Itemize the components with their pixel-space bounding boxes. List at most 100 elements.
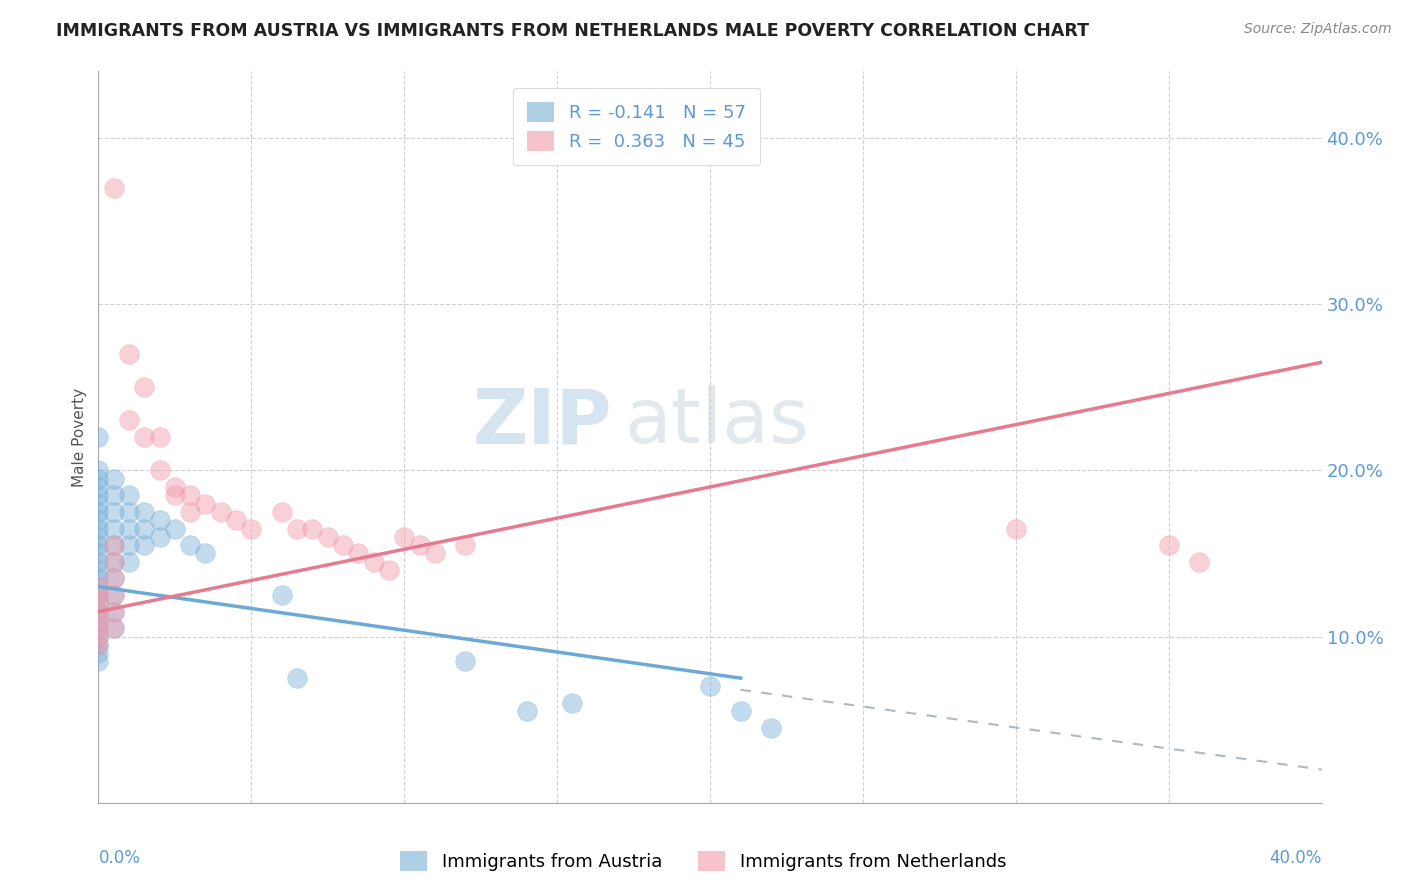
Point xyxy=(87,571,110,585)
Point xyxy=(1004,521,1026,535)
Point xyxy=(87,555,110,569)
Point xyxy=(163,488,186,502)
Point xyxy=(87,588,110,602)
Point xyxy=(87,538,110,552)
Point xyxy=(87,580,110,594)
Text: IMMIGRANTS FROM AUSTRIA VS IMMIGRANTS FROM NETHERLANDS MALE POVERTY CORRELATION : IMMIGRANTS FROM AUSTRIA VS IMMIGRANTS FR… xyxy=(56,22,1090,40)
Point xyxy=(103,521,125,535)
Point xyxy=(103,605,125,619)
Point xyxy=(194,497,217,511)
Point xyxy=(163,480,186,494)
Point xyxy=(87,605,110,619)
Point xyxy=(699,680,721,694)
Point xyxy=(87,497,110,511)
Point xyxy=(87,563,110,577)
Point xyxy=(347,546,370,560)
Point xyxy=(87,546,110,560)
Point xyxy=(225,513,247,527)
Point xyxy=(103,621,125,635)
Point xyxy=(103,538,125,552)
Point xyxy=(87,646,110,660)
Point xyxy=(87,580,110,594)
Point xyxy=(87,621,110,635)
Point xyxy=(134,538,156,552)
Point xyxy=(1188,555,1211,569)
Point xyxy=(87,505,110,519)
Legend: R = -0.141   N = 57, R =  0.363   N = 45: R = -0.141 N = 57, R = 0.363 N = 45 xyxy=(513,87,761,165)
Point xyxy=(103,605,125,619)
Point xyxy=(149,513,172,527)
Point xyxy=(134,521,156,535)
Point xyxy=(285,521,308,535)
Point xyxy=(118,505,141,519)
Point xyxy=(87,472,110,486)
Point xyxy=(270,588,292,602)
Point xyxy=(118,538,141,552)
Point xyxy=(103,588,125,602)
Point xyxy=(87,463,110,477)
Point xyxy=(87,655,110,669)
Point xyxy=(118,347,141,361)
Point xyxy=(103,555,125,569)
Point xyxy=(103,538,125,552)
Point xyxy=(240,521,263,535)
Point xyxy=(516,705,538,719)
Text: 0.0%: 0.0% xyxy=(98,849,141,867)
Point xyxy=(103,621,125,635)
Point xyxy=(87,596,110,610)
Point xyxy=(103,571,125,585)
Point xyxy=(87,480,110,494)
Point xyxy=(363,555,385,569)
Point xyxy=(103,588,125,602)
Point xyxy=(134,505,156,519)
Point xyxy=(759,721,782,735)
Point xyxy=(285,671,308,685)
Point xyxy=(103,571,125,585)
Point xyxy=(118,413,141,427)
Point xyxy=(149,530,172,544)
Point xyxy=(87,621,110,635)
Point xyxy=(87,630,110,644)
Point xyxy=(87,513,110,527)
Point xyxy=(454,538,477,552)
Point xyxy=(1157,538,1180,552)
Point xyxy=(118,521,141,535)
Point xyxy=(87,638,110,652)
Text: ZIP: ZIP xyxy=(472,385,612,459)
Point xyxy=(454,655,477,669)
Point xyxy=(163,521,186,535)
Y-axis label: Male Poverty: Male Poverty xyxy=(72,387,87,487)
Text: Source: ZipAtlas.com: Source: ZipAtlas.com xyxy=(1244,22,1392,37)
Point xyxy=(87,613,110,627)
Point xyxy=(87,613,110,627)
Point xyxy=(209,505,232,519)
Point xyxy=(103,180,125,194)
Point xyxy=(134,380,156,394)
Point xyxy=(270,505,292,519)
Point xyxy=(179,505,201,519)
Point xyxy=(316,530,339,544)
Point xyxy=(87,530,110,544)
Point xyxy=(118,488,141,502)
Point xyxy=(179,488,201,502)
Text: 40.0%: 40.0% xyxy=(1270,849,1322,867)
Point xyxy=(87,605,110,619)
Point xyxy=(87,488,110,502)
Point xyxy=(408,538,430,552)
Point xyxy=(730,705,752,719)
Point xyxy=(332,538,354,552)
Point xyxy=(87,521,110,535)
Point xyxy=(87,588,110,602)
Point xyxy=(149,463,172,477)
Point xyxy=(87,430,110,444)
Point xyxy=(194,546,217,560)
Point xyxy=(103,555,125,569)
Point xyxy=(301,521,323,535)
Point xyxy=(179,538,201,552)
Text: atlas: atlas xyxy=(624,385,810,459)
Point xyxy=(423,546,446,560)
Point xyxy=(134,430,156,444)
Point xyxy=(378,563,401,577)
Point xyxy=(87,630,110,644)
Point xyxy=(392,530,416,544)
